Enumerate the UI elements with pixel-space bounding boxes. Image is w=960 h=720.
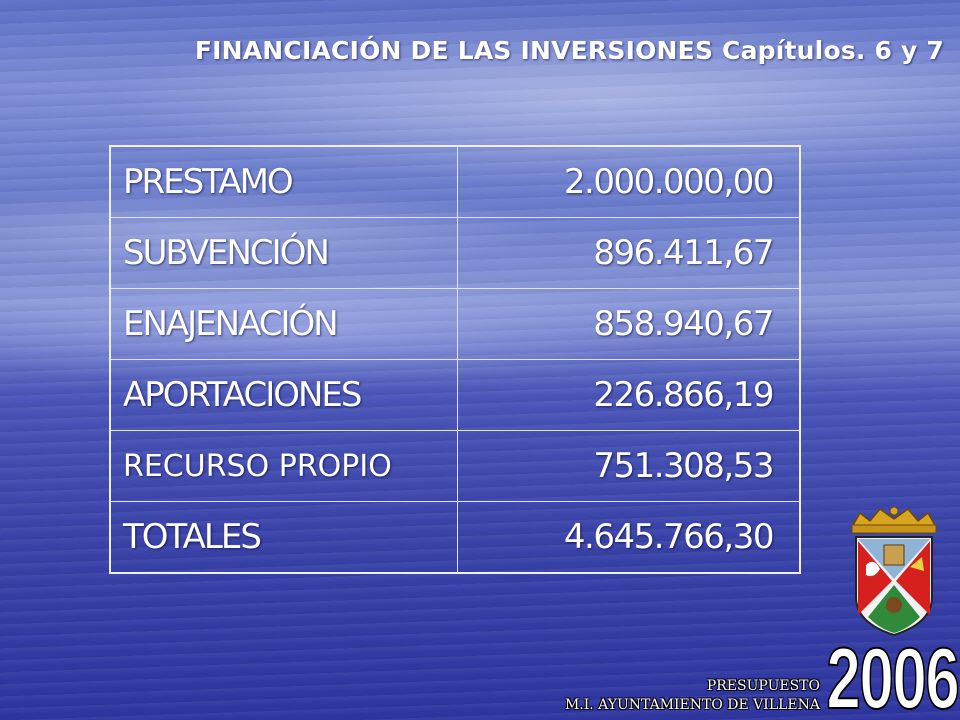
row-label: SUBVENCIÓN [109, 217, 458, 289]
table-row: SUBVENCIÓN 896.411,67 [109, 217, 801, 289]
row-label: TOTALES [109, 501, 458, 574]
table-row: ENAJENACIÓN 858.940,67 [109, 288, 801, 360]
row-label: ENAJENACIÓN [109, 288, 458, 360]
footer-line: M.I. AYUNTAMIENTO DE VILLENA [564, 697, 820, 713]
row-label: PRESTAMO [109, 145, 458, 218]
row-label: RECURSO PROPIO [109, 430, 458, 502]
row-value: 226.866,19 [457, 359, 801, 431]
table-row: RECURSO PROPIO 751.308,53 [109, 430, 801, 502]
row-value: 2.000.000,00 [457, 145, 801, 218]
slide-title: FINANCIACIÓN DE LAS INVERSIONES Capítulo… [194, 36, 944, 65]
table-row: PRESTAMO 2.000.000,00 [109, 145, 801, 218]
financing-table: PRESTAMO 2.000.000,00 SUBVENCIÓN 896.411,6… [109, 145, 801, 574]
row-value: 858.940,67 [457, 288, 801, 360]
row-label: APORTACIONES [109, 359, 458, 431]
footer: PRESUPUESTO M.I. AYUNTAMIENTO DE VILLENA [565, 677, 820, 715]
table-row: APORTACIONES 226.866,19 [109, 359, 801, 431]
year-badge: 2006 [825, 631, 960, 720]
footer-line: PRESUPUESTO [706, 678, 820, 694]
row-value: 896.411,67 [457, 217, 801, 289]
row-value: 4.645.766,30 [457, 501, 801, 574]
table-row: TOTALES 4.645.766,30 [109, 501, 801, 574]
coat-of-arms [850, 506, 938, 637]
row-value: 751.308,53 [457, 430, 801, 502]
